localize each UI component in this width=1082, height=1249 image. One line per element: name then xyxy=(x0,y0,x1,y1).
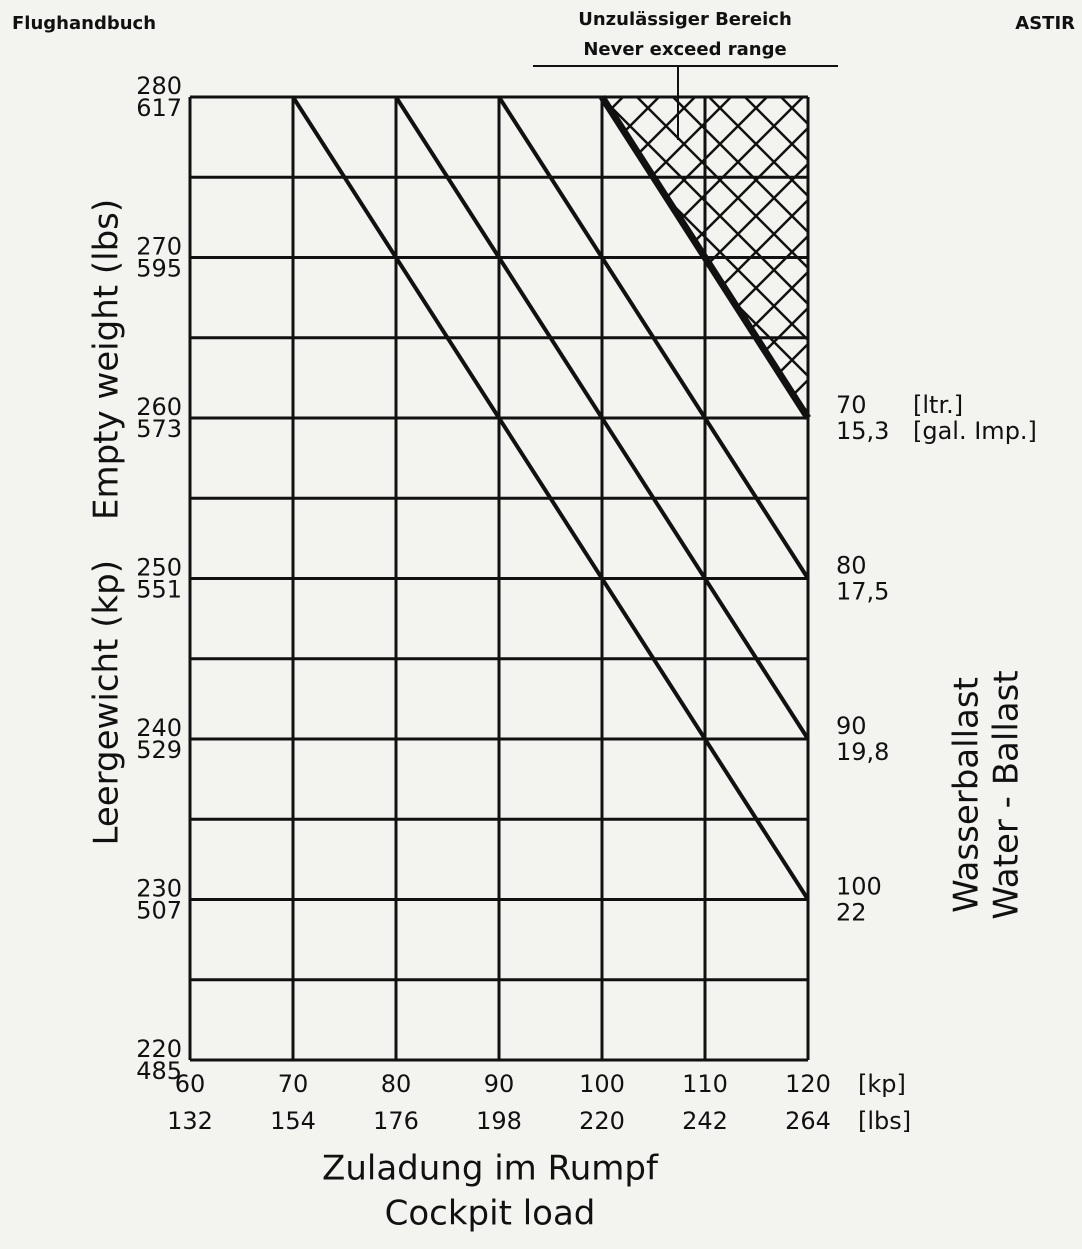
page-header: ASTIR xyxy=(1015,13,1075,34)
y-tick-label: 250 xyxy=(136,554,182,582)
series-line xyxy=(291,95,810,901)
y-axis-label: Empty weight (lbs) xyxy=(87,199,127,520)
x-tick-label: 70 xyxy=(278,1070,309,1098)
x-unit-label: [kp] xyxy=(858,1070,906,1098)
y-tick-label-lbs: 617 xyxy=(136,94,182,122)
x-tick-label: 60 xyxy=(175,1070,206,1098)
x-tick-label-lbs: 154 xyxy=(270,1107,316,1135)
series-label: 100 xyxy=(836,873,882,901)
series-unit: [ltr.] xyxy=(913,391,963,419)
series-label: 90 xyxy=(836,712,867,740)
series-label-gal: 22 xyxy=(836,899,867,927)
y-tick-label: 260 xyxy=(136,393,182,421)
x-tick-label: 90 xyxy=(484,1070,515,1098)
y-tick-label: 280 xyxy=(136,72,182,100)
series-line xyxy=(394,95,810,741)
x-tick-label-lbs: 264 xyxy=(785,1107,831,1135)
y-tick-label-lbs: 529 xyxy=(136,736,182,764)
annotation: Never exceed range xyxy=(583,39,786,60)
series-label-gal: 15,3 xyxy=(836,417,889,445)
series-line xyxy=(497,95,810,580)
y-tick-label-lbs: 485 xyxy=(136,1057,182,1085)
series-unit: [gal. Imp.] xyxy=(913,417,1037,445)
y-tick-label-lbs: 573 xyxy=(136,415,182,443)
x-tick-label: 110 xyxy=(682,1070,728,1098)
x-tick-label: 100 xyxy=(579,1070,625,1098)
x-tick-label: 120 xyxy=(785,1070,831,1098)
series-label: 70 xyxy=(836,391,867,419)
y2-axis-label: Water - Ballast xyxy=(987,670,1027,919)
series-label-gal: 19,8 xyxy=(836,738,889,766)
series-label: 80 xyxy=(836,552,867,580)
y-tick-label-lbs: 595 xyxy=(136,255,182,283)
y-tick-label: 240 xyxy=(136,714,182,742)
x-tick-label-lbs: 220 xyxy=(579,1107,625,1135)
x-axis-label: Zuladung im Rumpf xyxy=(322,1149,659,1189)
x-tick-label-lbs: 176 xyxy=(373,1107,419,1135)
y-tick-label: 230 xyxy=(136,875,182,903)
y-tick-label: 270 xyxy=(136,233,182,261)
x-tick-label-lbs: 242 xyxy=(682,1107,728,1135)
y2-axis-label: Wasserballast xyxy=(947,677,987,913)
x-tick-label-lbs: 132 xyxy=(167,1107,213,1135)
x-axis-label: Cockpit load xyxy=(385,1194,596,1234)
x-tick-label: 80 xyxy=(381,1070,412,1098)
annotation: Unzulässiger Bereich xyxy=(578,9,792,30)
y-tick-label-lbs: 507 xyxy=(136,897,182,925)
x-tick-label-lbs: 198 xyxy=(476,1107,522,1135)
y-tick-label-lbs: 551 xyxy=(136,576,182,604)
page-header: Flughandbuch xyxy=(12,13,156,34)
series-line xyxy=(599,95,811,420)
x-unit-label: [lbs] xyxy=(858,1107,911,1135)
y-axis-label: Leergewicht (kp) xyxy=(87,560,127,846)
y-tick-label: 220 xyxy=(136,1035,182,1063)
series-label-gal: 17,5 xyxy=(836,578,889,606)
